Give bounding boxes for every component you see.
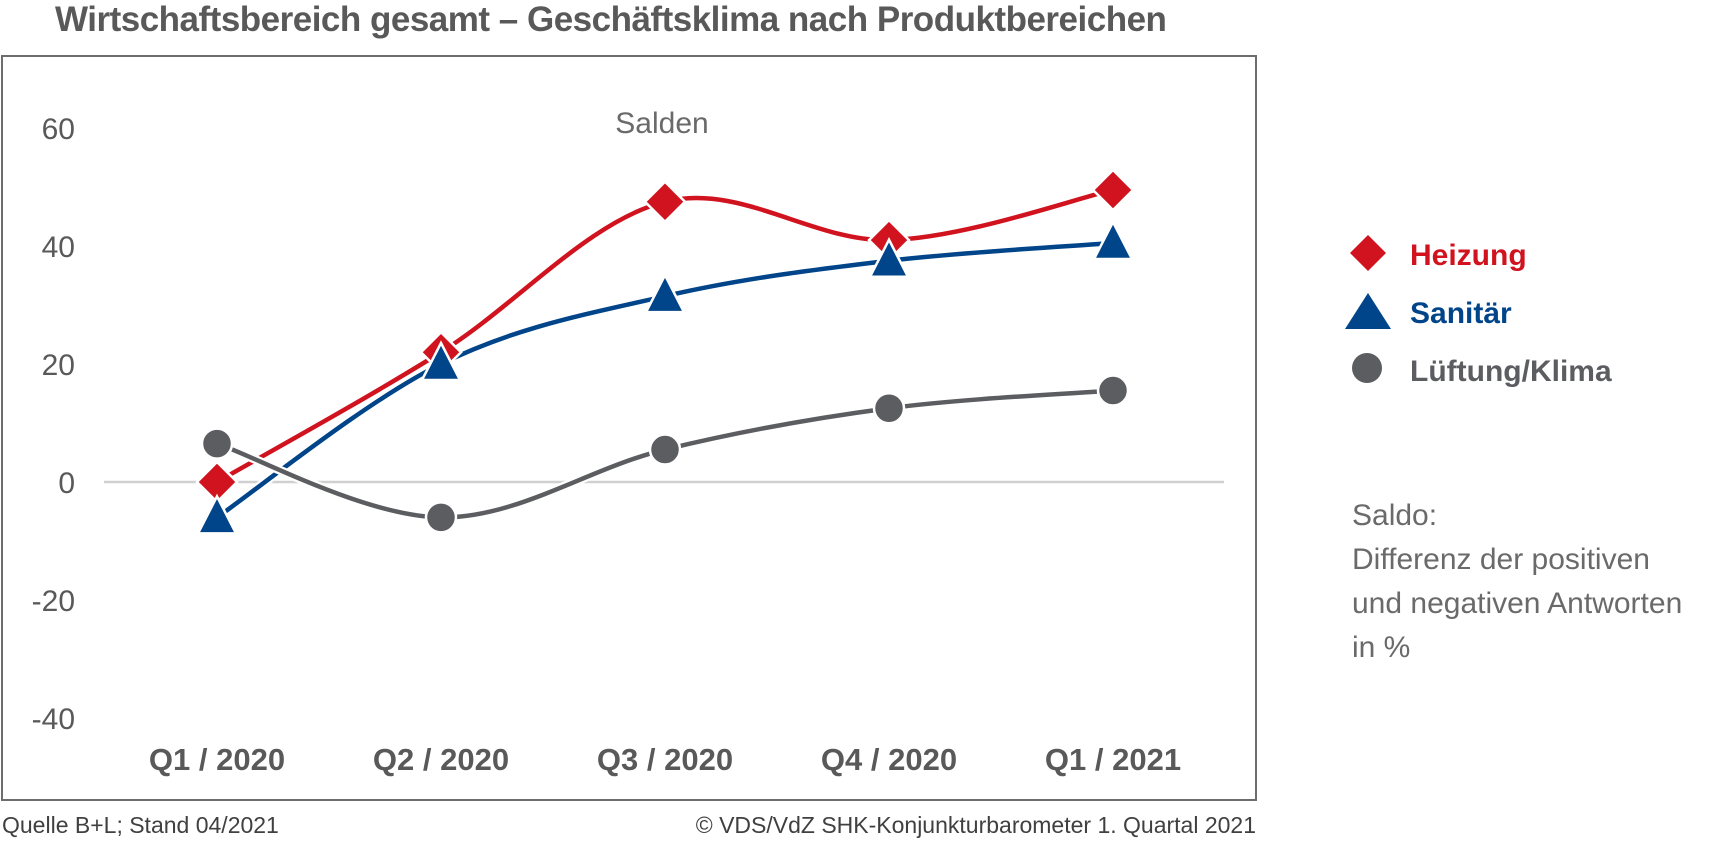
legend-label-sanitaer: Sanitär <box>1410 297 1512 330</box>
chart-frame <box>1 55 1257 801</box>
series-lines <box>212 185 1118 522</box>
data-point-heizung <box>1091 168 1135 212</box>
data-point-l-ftung-klima <box>1096 374 1130 407</box>
x-tick-label: Q1 / 2021 <box>1045 742 1181 777</box>
legend-label-lueftung: Lüftung/Klima <box>1410 355 1612 388</box>
source-note: Quelle B+L; Stand 04/2021 <box>2 812 279 838</box>
y-tick-label: 40 <box>42 231 75 264</box>
legend-item-lueftung: Lüftung/Klima <box>1345 351 1675 391</box>
y-tick-label: -20 <box>32 585 75 618</box>
x-axis: Q1 / 2020 Q2 / 2020 Q3 / 2020 Q4 / 2020 Q1 /… <box>149 742 1181 777</box>
legend-marker-lueftung <box>1352 353 1382 383</box>
legend-label-heizung: Heizung <box>1410 239 1527 272</box>
data-point-l-ftung-klima <box>872 392 906 425</box>
x-tick-label: Q1 / 2020 <box>149 742 285 777</box>
data-point-sanit-r <box>867 237 911 278</box>
triangle-icon <box>1345 293 1391 329</box>
data-point-sanit-r <box>1091 219 1135 261</box>
data-point-sanit-r <box>419 340 463 382</box>
saldo-note: Saldo: Differenz der positiven und negat… <box>1352 494 1712 670</box>
data-point-heizung <box>643 179 687 224</box>
legend-item-sanitaer: Sanitär <box>1345 293 1675 333</box>
y-tick-label: 20 <box>42 349 75 382</box>
data-point-sanit-r <box>643 272 687 314</box>
legend-marker-heizung <box>1350 235 1386 271</box>
x-tick-label: Q2 / 2020 <box>373 742 509 777</box>
page-title: Wirtschaftsbereich gesamt – Geschäftskli… <box>55 0 1167 39</box>
copyright-note: © VDS/VdZ SHK-Konjunkturbarometer 1. Qua… <box>695 812 1256 838</box>
y-axis: 60 40 20 0 -20 -40 <box>32 113 75 736</box>
data-point-sanit-r <box>195 493 239 535</box>
x-tick-label: Q3 / 2020 <box>597 742 733 777</box>
circle-icon <box>1352 353 1382 383</box>
note-line: Saldo: <box>1352 499 1438 532</box>
legend-marker-sanitaer <box>1345 293 1391 329</box>
y-tick-label: -40 <box>32 703 75 736</box>
note-line: in % <box>1352 631 1411 664</box>
x-tick-label: Q4 / 2020 <box>821 742 957 777</box>
y-tick-label: 60 <box>42 113 75 146</box>
data-point-l-ftung-klima <box>648 433 682 466</box>
chart-subtitle: Salden <box>615 107 708 140</box>
series-markers <box>195 168 1135 535</box>
legend-item-heizung: Heizung <box>1345 235 1675 275</box>
data-point-l-ftung-klima <box>200 427 234 460</box>
data-point-l-ftung-klima <box>424 501 458 534</box>
y-tick-label: 0 <box>58 467 75 500</box>
diamond-icon <box>1350 235 1386 271</box>
note-line: Differenz der positiven <box>1352 543 1650 576</box>
note-line: und negativen Antworten <box>1352 587 1683 620</box>
